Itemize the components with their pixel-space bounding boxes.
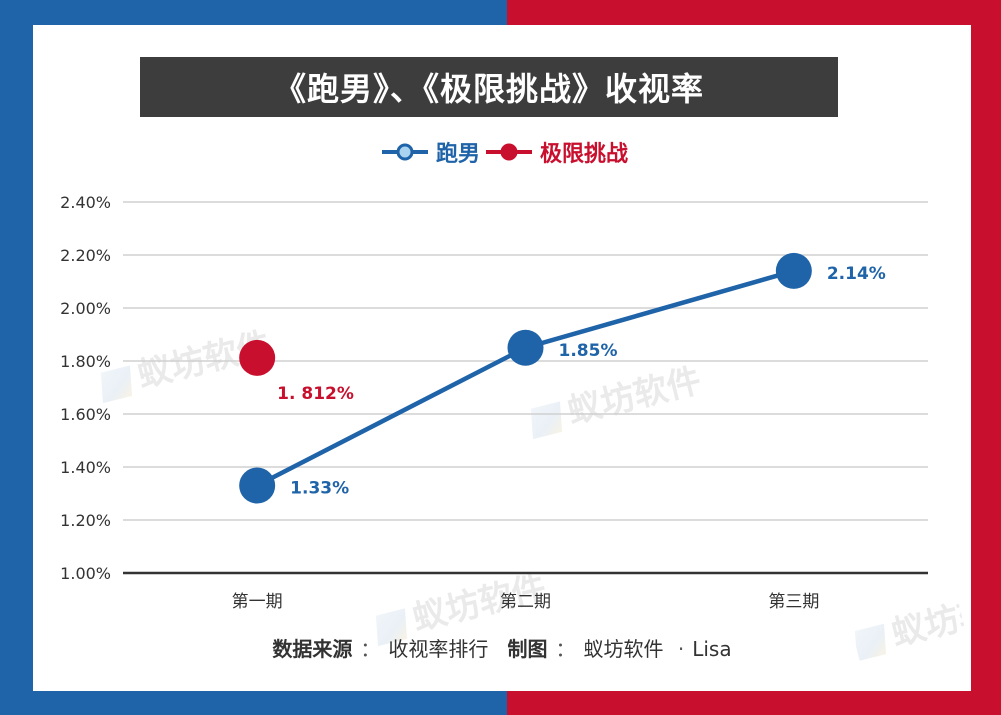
y-tick-label: 1.40% [60,458,111,477]
chart-legend: 跑男 极限挑战 [380,132,628,172]
data-point [775,252,812,289]
legend-item-paonan: 跑男 [380,136,480,168]
y-tick-label: 1.80% [60,352,111,371]
series-line [256,268,795,488]
data-label: 1. 812% [277,384,354,404]
y-tick-label: 1.20% [60,511,111,530]
data-point [507,329,544,366]
y-tick-label: 1.60% [60,405,111,424]
source-dot: · [677,637,685,661]
chart-card: 蚁坊软件 蚁坊软件 蚁坊软件 蚁坊软件 《跑男》、《极限挑战》收视率 跑男 极限… [33,25,971,691]
y-tick-label: 2.20% [60,246,111,265]
data-point [239,339,276,376]
source-chart-value: 蚁坊软件 [583,637,664,661]
y-tick-label: 2.40% [60,193,111,212]
legend-label: 跑男 [436,142,481,167]
source-data-label: 数据来源 [272,637,353,661]
data-label: 1.33% [290,479,349,499]
legend-line-marker-icon [382,143,428,161]
source-colon: ： [555,637,576,661]
legend-line-marker-icon [486,143,533,161]
legend-label: 极限挑战 [540,142,629,167]
data-point [239,467,276,504]
legend-item-jixian: 极限挑战 [484,136,628,168]
y-tick-label: 2.00% [60,299,111,318]
source-colon: ： [360,637,381,661]
source-data-value: 收视率排行 [388,637,489,661]
source-line: 数据来源 ： 收视率排行 制图 ： 蚁坊软件 · Lisa [33,633,971,662]
x-tick-label: 第二期 [500,592,551,612]
source-author: Lisa [692,637,732,661]
x-tick-label: 第一期 [232,592,283,612]
line-chart: 1.00% 1.20% 1.40% 1.60% 1.80% 2.00% 2.20% 2.40%… [60,193,928,612]
chart-title: 《跑男》、《极限挑战》收视率 [140,57,838,117]
source-chart-label: 制图 [507,637,548,661]
x-tick-label: 第三期 [768,592,819,612]
data-label: 2.14% [827,264,886,284]
data-label: 1.85% [559,341,618,361]
y-tick-label: 1.00% [60,564,111,583]
